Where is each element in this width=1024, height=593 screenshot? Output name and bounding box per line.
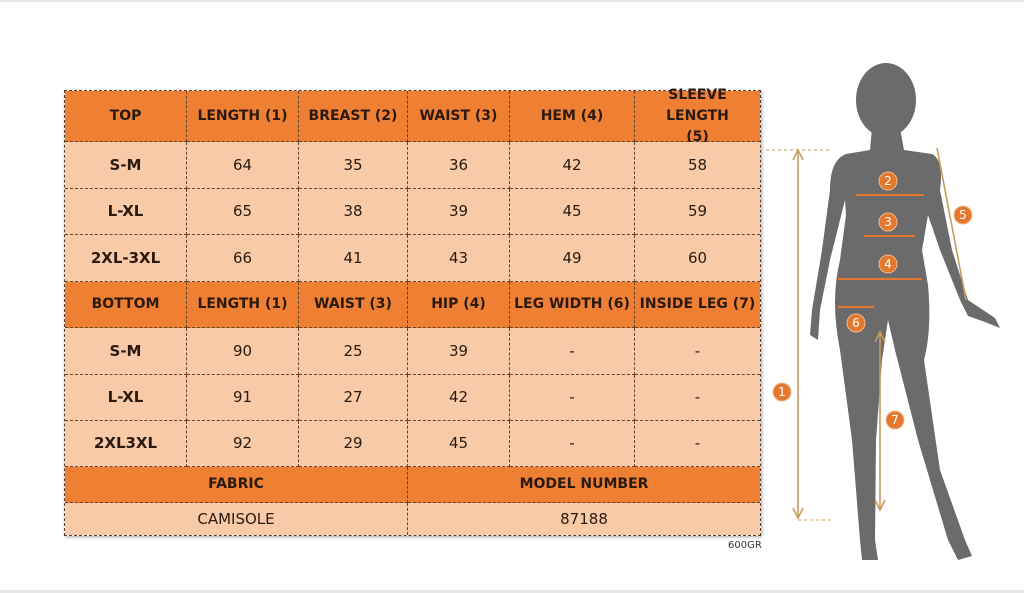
measurement-arrows [766, 147, 967, 521]
top-border [0, 0, 1024, 2]
size-label-cell: L-XL [65, 375, 187, 421]
header-cell: LENGTH (1) [187, 91, 299, 142]
marker-circles [772, 171, 973, 430]
size-label-cell: 2XL3XL [65, 421, 187, 467]
weight-note: 600GR [728, 540, 762, 551]
value-cell: 29 [299, 421, 408, 467]
bottom-border [0, 590, 1024, 593]
header-cell: LEG WIDTH (6) [510, 282, 635, 328]
header-cell: BOTTOM [65, 282, 187, 328]
width-arrows [838, 194, 924, 308]
value-cell: - [635, 328, 760, 375]
header-cell: LENGTH (1) [187, 282, 299, 328]
value-cell: 66 [187, 235, 299, 282]
value-cell: - [510, 328, 635, 375]
value-cell: 41 [299, 235, 408, 282]
header-cell: HEM (4) [510, 91, 635, 142]
header-cell: WAIST (3) [299, 282, 408, 328]
header-cell: BREAST (2) [299, 91, 408, 142]
value-cell: 91 [187, 375, 299, 421]
size-label-cell: 2XL-3XL [65, 235, 187, 282]
value-cell: - [635, 421, 760, 467]
value-cell: 38 [299, 189, 408, 235]
silhouette [810, 63, 1000, 560]
value-cell: - [510, 421, 635, 467]
bottom-header-row: BOTTOM LENGTH (1) WAIST (3) HIP (4) LEG … [65, 282, 760, 328]
header-cell: SLEEVE LENGTH (5) [635, 87, 760, 145]
size-label-cell: S-M [65, 328, 187, 375]
size-label-cell: L-XL [65, 189, 187, 235]
value-cell: 27 [299, 375, 408, 421]
table-row: S-M 64 35 36 42 58 [65, 142, 760, 189]
fabric-label: FABRIC [65, 467, 408, 503]
info-header-row: FABRIC MODEL NUMBER [65, 467, 760, 503]
value-cell: 90 [187, 328, 299, 375]
table-row: 2XL-3XL 66 41 43 49 60 [65, 235, 760, 282]
value-cell: 49 [510, 235, 635, 282]
table-row: L-XL 91 27 42- - [65, 375, 760, 421]
marker-1: 1 [778, 385, 786, 399]
marker-3: 3 [884, 215, 892, 229]
header-cell: INSIDE LEG (7) [635, 282, 760, 328]
value-cell: 25 [299, 328, 408, 375]
value-cell: 45 [510, 189, 635, 235]
size-label-cell: S-M [65, 142, 187, 189]
value-cell: 60 [635, 235, 760, 282]
marker-4: 4 [884, 257, 892, 271]
value-cell: 45 [408, 421, 510, 467]
header-cell: WAIST (3) [408, 91, 510, 142]
value-cell: 58 [635, 142, 760, 189]
size-chart-table: TOP LENGTH (1) BREAST (2) WAIST (3) HEM … [64, 87, 761, 536]
marker-6: 6 [852, 316, 860, 330]
table-row: S-M 90 25 39- - [65, 328, 760, 375]
value-cell: 65 [187, 189, 299, 235]
value-cell: 35 [299, 142, 408, 189]
model-number-label: MODEL NUMBER [408, 467, 760, 503]
marker-2: 2 [884, 174, 892, 188]
value-cell: 92 [187, 421, 299, 467]
marker-labels: 1 2 3 4 5 6 7 [778, 174, 967, 427]
info-value-row: CAMISOLE 87188 [65, 503, 760, 535]
value-cell: 42 [408, 375, 510, 421]
header-cell: TOP [65, 91, 187, 142]
marker-7: 7 [891, 413, 899, 427]
fabric-value: CAMISOLE [65, 503, 408, 535]
value-cell: 64 [187, 142, 299, 189]
body-measurement-figure: 1 2 3 4 5 6 7 [766, 63, 1000, 560]
top-header-row: TOP LENGTH (1) BREAST (2) WAIST (3) HEM … [65, 87, 760, 145]
table-row: 2XL3XL 92 29 45- - [65, 421, 760, 467]
value-cell: 59 [635, 189, 760, 235]
value-cell: 42 [510, 142, 635, 189]
value-cell: 39 [408, 328, 510, 375]
value-cell: 36 [408, 142, 510, 189]
value-cell: - [635, 375, 760, 421]
marker-5: 5 [959, 208, 967, 222]
header-cell: HIP (4) [408, 282, 510, 328]
model-number-value: 87188 [408, 503, 760, 535]
value-cell: 39 [408, 189, 510, 235]
value-cell: 43 [408, 235, 510, 282]
table-row: L-XL 65 38 39 45 59 [65, 189, 760, 235]
value-cell: - [510, 375, 635, 421]
